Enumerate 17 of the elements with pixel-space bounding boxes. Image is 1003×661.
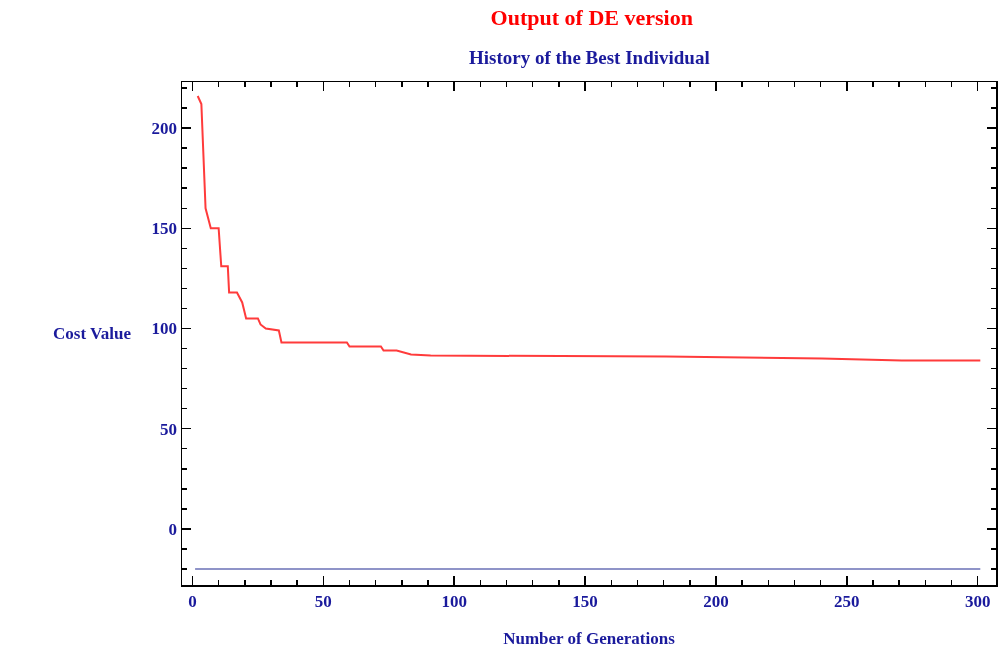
x-tick-label: 100 xyxy=(441,591,467,611)
x-tick-label: 250 xyxy=(834,591,860,611)
chart-subtitle: History of the Best Individual xyxy=(469,47,710,68)
x-tick-label: 0 xyxy=(188,591,197,611)
y-tick-label: 150 xyxy=(151,219,178,239)
y-tick-label: 100 xyxy=(151,319,178,339)
chart-title: Output of DE version xyxy=(490,5,693,31)
y-tick-label: 200 xyxy=(151,119,178,139)
line-series xyxy=(196,95,982,362)
x-tick-label: 200 xyxy=(703,591,729,611)
y-tick-label: 0 xyxy=(168,519,178,539)
x-axis-title: Number of Generations xyxy=(503,629,676,649)
x-tick-label: 300 xyxy=(964,591,991,611)
y-tick-label: 50 xyxy=(160,419,178,439)
x-tick-label: 50 xyxy=(314,591,332,611)
y-axis-title: Cost Value xyxy=(53,324,132,343)
x-tick-label: 150 xyxy=(572,591,598,611)
